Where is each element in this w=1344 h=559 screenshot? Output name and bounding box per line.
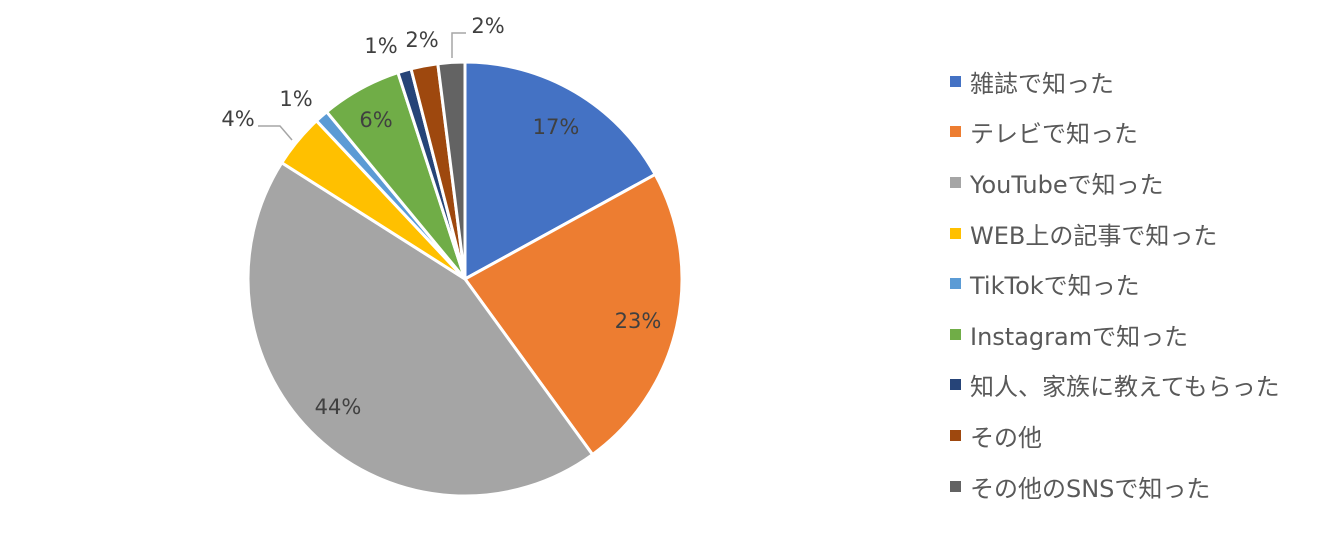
legend-label: テレビで知った: [970, 120, 1138, 149]
legend-item: その他: [950, 410, 1280, 461]
legend-item: 知人、家族に教えてもらった: [950, 360, 1280, 411]
legend-swatch: [950, 328, 961, 340]
legend-item: その他のSNSで知った: [950, 461, 1280, 512]
legend: 雑誌で知った テレビで知った YouTubeで知った WEB上の記事で知った TikTo…: [950, 56, 1280, 511]
legend-label: 知人、家族に教えてもらった: [970, 373, 1280, 402]
data-label: 4%: [221, 107, 254, 131]
legend-item: 雑誌で知った: [950, 56, 1280, 107]
leader-line: [258, 125, 293, 141]
data-label: 1%: [364, 34, 397, 58]
data-labels: 17% 23% 44% 4% 1% 6% 1% 2% 2%: [221, 14, 661, 419]
legend-swatch: [950, 176, 961, 188]
legend-item: WEB上の記事で知った: [950, 208, 1280, 259]
data-label: 2%: [405, 28, 438, 52]
legend-swatch: [950, 126, 961, 138]
legend-label: 雑誌で知った: [970, 69, 1114, 98]
data-label: 1%: [279, 87, 312, 111]
legend-item: Instagramで知った: [950, 309, 1280, 360]
legend-item: テレビで知った: [950, 107, 1280, 158]
data-label: 17%: [533, 115, 580, 139]
leader-line: [451, 32, 466, 58]
legend-swatch: [950, 379, 961, 391]
legend-label: TikTokで知った: [970, 272, 1140, 301]
legend-item: TikTokで知った: [950, 258, 1280, 309]
pie-slice: [246, 160, 595, 498]
legend-label: Instagramで知った: [970, 322, 1189, 351]
legend-swatch: [950, 278, 961, 290]
legend-label: YouTubeで知った: [970, 170, 1164, 199]
legend-label: その他: [970, 423, 1042, 452]
leader-lines: [258, 32, 466, 141]
legend-label: その他のSNSで知った: [970, 474, 1211, 503]
legend-swatch: [950, 75, 961, 87]
legend-item: YouTubeで知った: [950, 157, 1280, 208]
pie-slices: [246, 60, 684, 498]
legend-label: WEB上の記事で知った: [970, 221, 1218, 250]
data-label: 23%: [615, 309, 662, 333]
data-label: 6%: [359, 108, 392, 132]
legend-swatch: [950, 227, 961, 239]
legend-swatch: [950, 429, 961, 441]
pie-slice: [463, 60, 658, 282]
data-label: 44%: [315, 395, 362, 419]
pie-slice: [436, 60, 467, 280]
pie-slice: [462, 172, 684, 457]
data-label: 2%: [471, 14, 504, 38]
legend-swatch: [950, 480, 961, 492]
